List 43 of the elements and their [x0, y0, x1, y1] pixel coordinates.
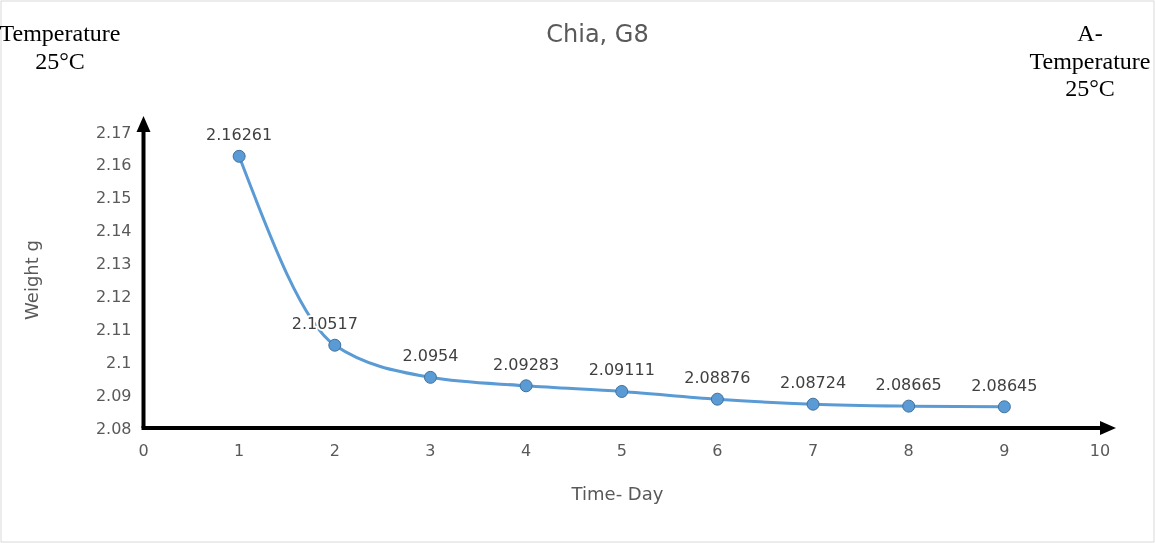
text: A- Temperature 25°C — [1029, 20, 1151, 102]
x-axis-title: Time- Day — [570, 483, 664, 504]
y-tick-label: 2.17 — [95, 122, 132, 142]
x-tick-label: 3 — [425, 441, 436, 460]
point — [328, 338, 342, 352]
y-tick-label: 2.1 — [106, 352, 132, 372]
y-tick-label: 2.08 — [95, 418, 132, 438]
y-tick-label: 2.15 — [95, 188, 132, 208]
y-tick-label: 2.11 — [95, 319, 132, 339]
data-label: 2.08876 — [684, 368, 751, 388]
x-tick-label: 2 — [329, 441, 340, 460]
x-tick-label: 5 — [616, 441, 627, 460]
point — [519, 379, 533, 393]
y-axis-title: Weight g — [21, 240, 42, 320]
point — [710, 392, 724, 406]
data-label: 2.09111 — [588, 360, 655, 380]
data-label: 2.08665 — [875, 375, 942, 395]
x-tick-label: 8 — [903, 441, 914, 460]
y-tick-label: 2.09 — [95, 385, 132, 405]
data-label: 2.09283 — [493, 354, 560, 374]
y-tick-label: 2.13 — [95, 254, 132, 274]
point — [232, 149, 246, 163]
point — [806, 397, 820, 411]
point — [423, 370, 437, 384]
chart-title: Chia, G8 — [546, 20, 649, 48]
y-tick-label: 2.16 — [95, 155, 132, 175]
y-tick-label: 2.14 — [95, 221, 132, 241]
x-tick-label: 6 — [712, 441, 723, 460]
data-label: 2.08724 — [779, 373, 847, 393]
x-tick-label: 7 — [807, 441, 819, 460]
data-label: 2.08645 — [971, 375, 1038, 395]
x-tick-label: 9 — [999, 441, 1010, 460]
point — [997, 400, 1011, 414]
x-tick-label: 0 — [138, 441, 149, 460]
x-tick-label: 10 — [1089, 441, 1111, 460]
data-label: 2.0954 — [402, 346, 459, 366]
x-tick-label: 4 — [521, 441, 532, 460]
y-tick-label: 2.12 — [95, 287, 132, 307]
data-label: 2.16261 — [206, 125, 273, 145]
x-tick-label: 1 — [234, 441, 245, 460]
point — [902, 399, 916, 413]
text: Temperature 25°C — [0, 20, 121, 74]
point — [615, 384, 629, 398]
